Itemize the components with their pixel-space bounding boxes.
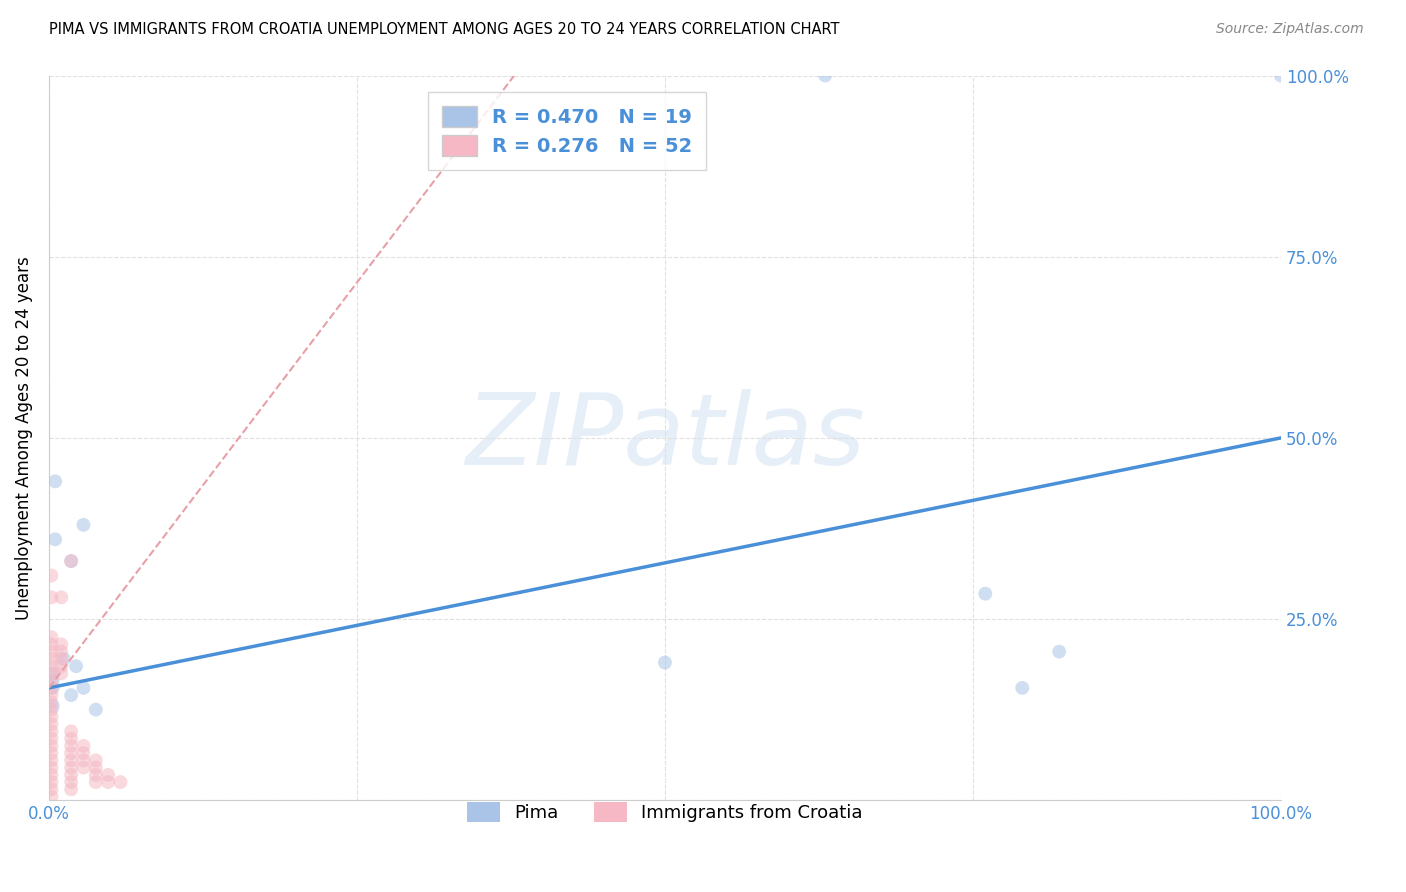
Point bbox=[814, 69, 837, 83]
Point bbox=[84, 761, 107, 775]
Point bbox=[41, 746, 63, 760]
Point bbox=[72, 739, 94, 753]
Point bbox=[60, 761, 83, 775]
Point bbox=[51, 637, 73, 651]
Point bbox=[974, 587, 997, 601]
Point bbox=[65, 659, 87, 673]
Point bbox=[41, 698, 63, 713]
Point bbox=[60, 782, 83, 797]
Point bbox=[60, 731, 83, 746]
Point bbox=[41, 717, 63, 731]
Point bbox=[51, 652, 73, 666]
Legend: Pima, Immigrants from Croatia: Pima, Immigrants from Croatia bbox=[454, 789, 876, 835]
Point bbox=[41, 761, 63, 775]
Point bbox=[60, 775, 83, 789]
Point bbox=[41, 652, 63, 666]
Point bbox=[60, 753, 83, 767]
Point bbox=[51, 666, 73, 681]
Point bbox=[41, 710, 63, 724]
Point bbox=[1270, 69, 1292, 83]
Point bbox=[72, 746, 94, 760]
Point bbox=[41, 782, 63, 797]
Point bbox=[1011, 681, 1033, 695]
Point bbox=[60, 554, 83, 568]
Point bbox=[41, 724, 63, 739]
Point bbox=[84, 753, 107, 767]
Point bbox=[41, 645, 63, 659]
Point bbox=[654, 656, 676, 670]
Point bbox=[41, 666, 63, 681]
Point bbox=[41, 666, 63, 681]
Point bbox=[72, 517, 94, 532]
Point bbox=[41, 753, 63, 767]
Point bbox=[41, 775, 63, 789]
Point bbox=[60, 688, 83, 702]
Point bbox=[44, 533, 66, 547]
Point bbox=[51, 645, 73, 659]
Point bbox=[41, 681, 63, 695]
Point bbox=[60, 746, 83, 760]
Y-axis label: Unemployment Among Ages 20 to 24 years: Unemployment Among Ages 20 to 24 years bbox=[15, 256, 32, 620]
Point bbox=[41, 659, 63, 673]
Point bbox=[41, 681, 63, 695]
Point bbox=[72, 681, 94, 695]
Point bbox=[51, 591, 73, 605]
Point bbox=[52, 652, 75, 666]
Point bbox=[84, 775, 107, 789]
Point bbox=[41, 731, 63, 746]
Point bbox=[41, 789, 63, 804]
Point bbox=[72, 761, 94, 775]
Point bbox=[41, 673, 63, 688]
Text: PIMA VS IMMIGRANTS FROM CROATIA UNEMPLOYMENT AMONG AGES 20 TO 24 YEARS CORRELATI: PIMA VS IMMIGRANTS FROM CROATIA UNEMPLOY… bbox=[49, 22, 839, 37]
Point bbox=[110, 775, 132, 789]
Text: ZIPatlas: ZIPatlas bbox=[465, 390, 865, 486]
Point bbox=[97, 775, 120, 789]
Point bbox=[44, 475, 66, 489]
Point bbox=[60, 768, 83, 782]
Point bbox=[84, 768, 107, 782]
Point bbox=[60, 554, 83, 568]
Point bbox=[60, 739, 83, 753]
Point bbox=[41, 688, 63, 702]
Point bbox=[41, 630, 63, 644]
Point bbox=[41, 695, 63, 709]
Point bbox=[41, 591, 63, 605]
Point bbox=[41, 568, 63, 582]
Text: Source: ZipAtlas.com: Source: ZipAtlas.com bbox=[1216, 22, 1364, 37]
Point bbox=[60, 724, 83, 739]
Point bbox=[72, 753, 94, 767]
Point bbox=[41, 703, 63, 717]
Point bbox=[51, 659, 73, 673]
Point bbox=[41, 637, 63, 651]
Point bbox=[97, 768, 120, 782]
Point bbox=[41, 739, 63, 753]
Point bbox=[84, 703, 107, 717]
Point bbox=[41, 768, 63, 782]
Point bbox=[41, 673, 63, 688]
Point bbox=[1047, 645, 1070, 659]
